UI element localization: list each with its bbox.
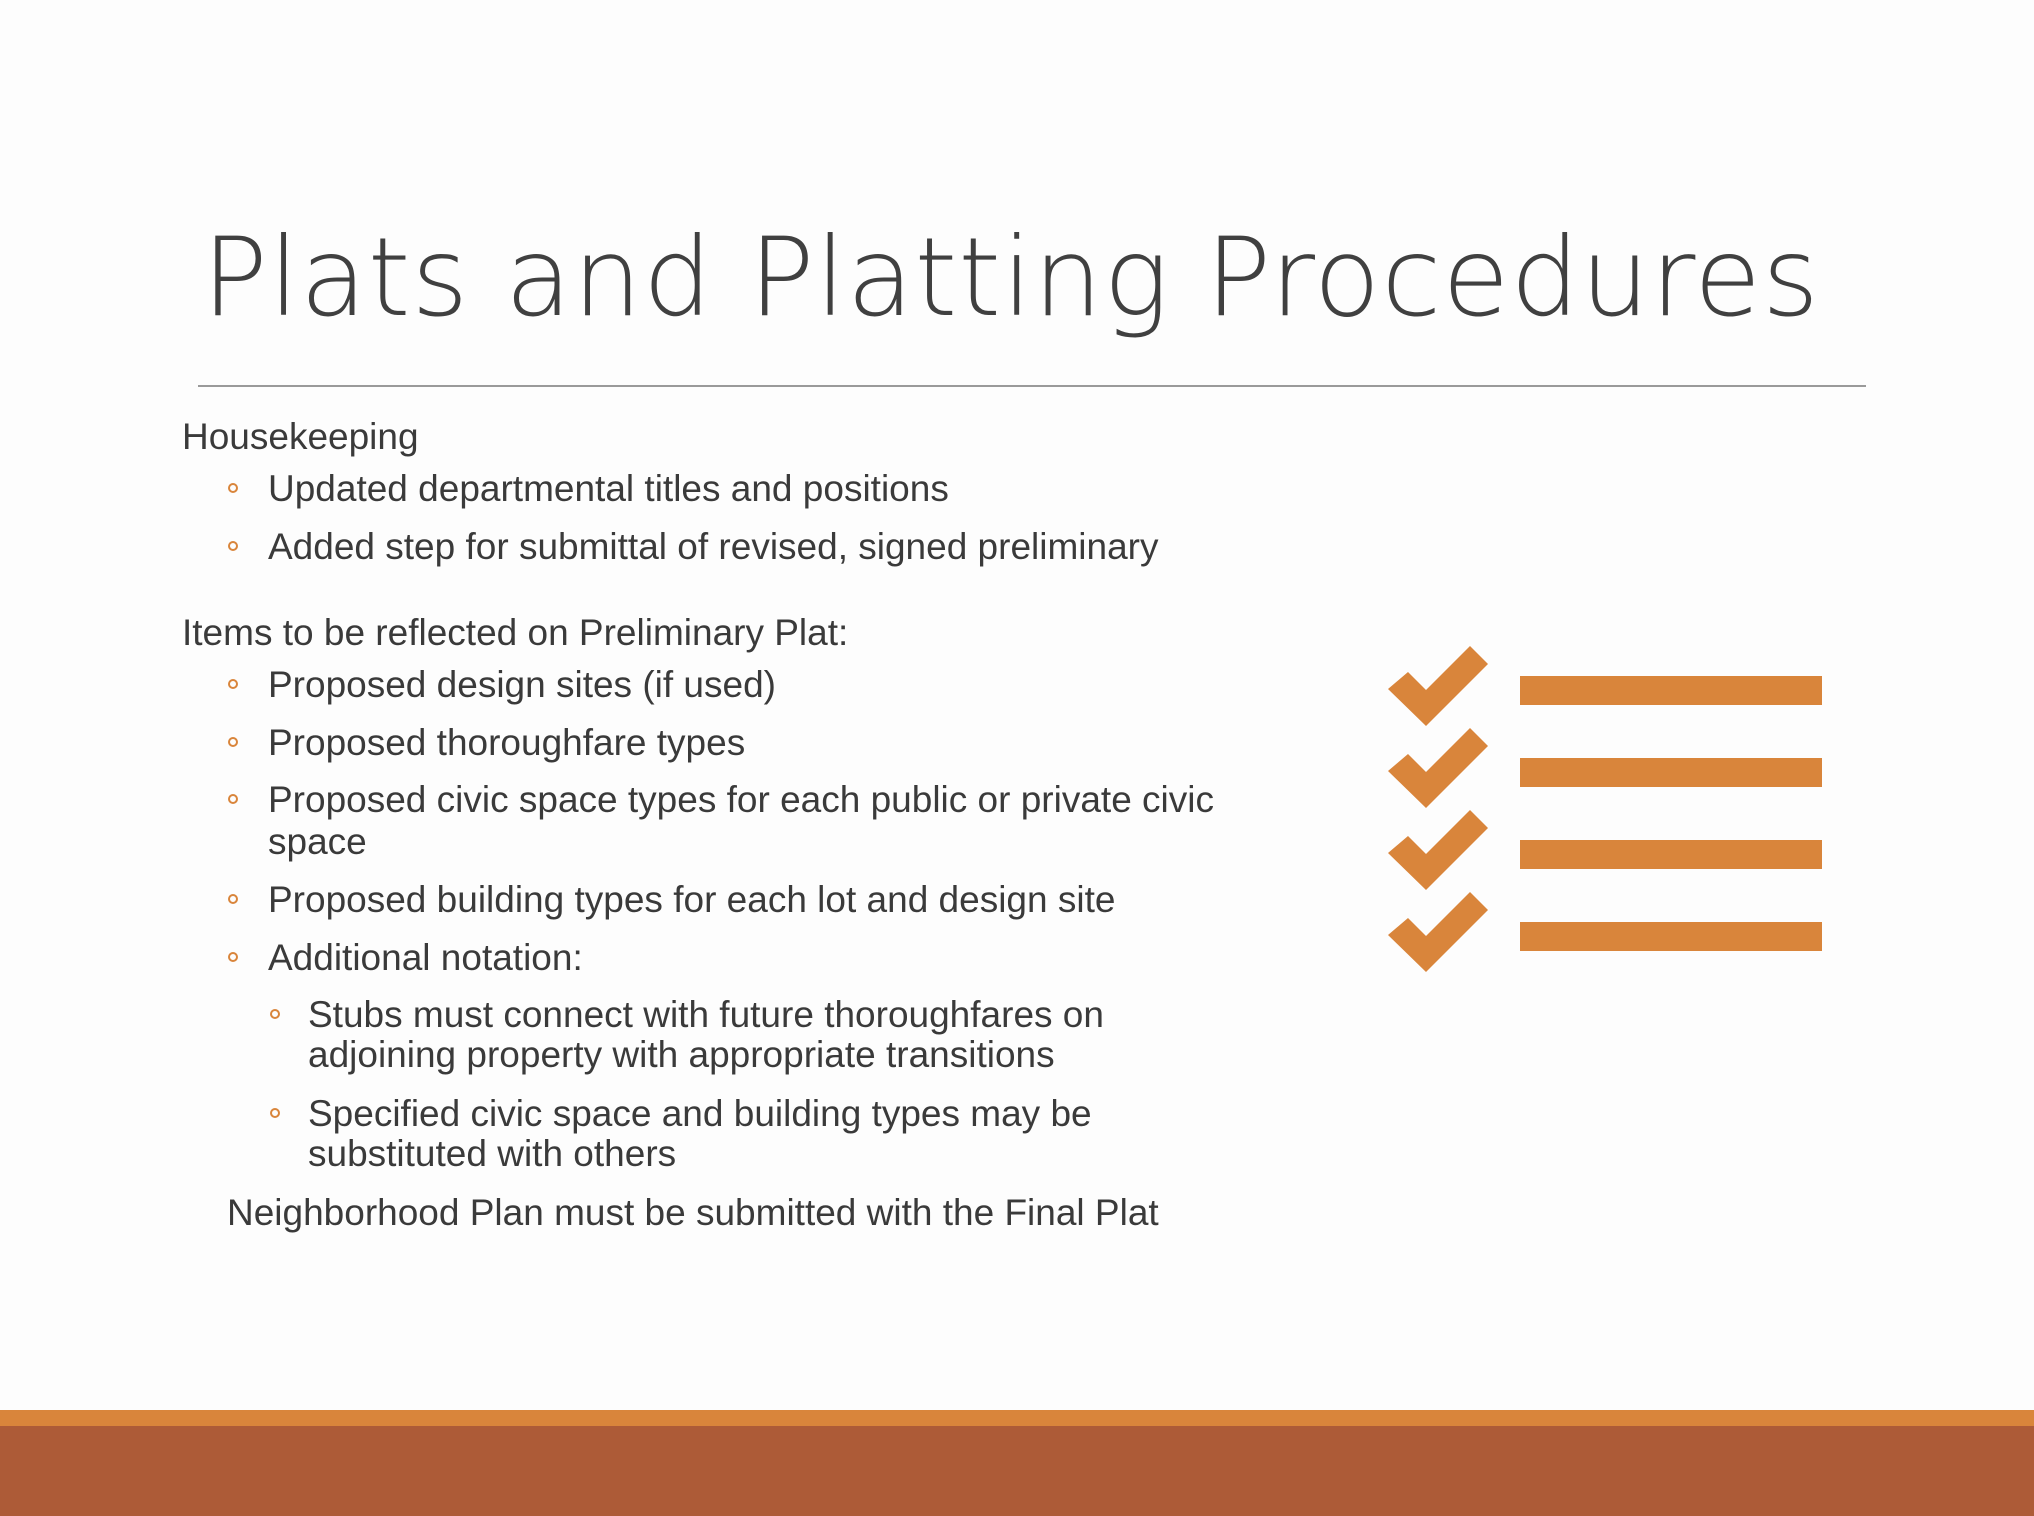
checklist-line-3 — [1520, 840, 1822, 869]
preliminary-item: Proposed thoroughfare types — [268, 722, 746, 763]
bullet-icon — [228, 952, 238, 962]
bullet-icon — [228, 483, 238, 493]
preliminary-heading: Items to be reflected on Preliminary Pla… — [182, 612, 849, 653]
notation-item-continuation: adjoining property with appropriate tran… — [308, 1034, 1055, 1075]
checklist-line-2 — [1520, 758, 1822, 787]
preliminary-item-continuation: space — [268, 821, 367, 862]
bullet-icon — [270, 1108, 280, 1118]
housekeeping-item: Updated departmental titles and position… — [268, 468, 949, 509]
check-mark-2 — [1388, 728, 1488, 808]
footer-accent-stripe — [0, 1410, 2034, 1426]
title-divider — [198, 385, 1866, 387]
check-mark-4 — [1388, 892, 1488, 972]
check-mark-3 — [1388, 810, 1488, 890]
housekeeping-item: Added step for submittal of revised, sig… — [268, 526, 1159, 567]
closing-note: Neighborhood Plan must be submitted with… — [227, 1192, 1159, 1233]
preliminary-item: Proposed civic space types for each publ… — [268, 779, 1214, 820]
check-mark-1 — [1388, 646, 1488, 726]
notation-item: Stubs must connect with future thoroughf… — [308, 994, 1104, 1035]
checklist-line-4 — [1520, 922, 1822, 951]
bullet-icon — [228, 679, 238, 689]
checklist-line-1 — [1520, 676, 1822, 705]
bullet-icon — [228, 894, 238, 904]
bullet-icon — [228, 737, 238, 747]
slide-title: Plats and Platting Procedures — [202, 214, 1820, 341]
bullet-icon — [228, 794, 238, 804]
notation-item-continuation: substituted with others — [308, 1133, 677, 1174]
checklist-icon — [1388, 646, 1822, 972]
notation-item: Specified civic space and building types… — [308, 1093, 1092, 1134]
bullet-icon — [270, 1009, 280, 1019]
bullet-icon — [228, 541, 238, 551]
preliminary-item: Proposed design sites (if used) — [268, 664, 776, 705]
preliminary-item: Additional notation: — [268, 937, 583, 978]
footer-band — [0, 1426, 2034, 1516]
housekeeping-heading: Housekeeping — [182, 416, 419, 457]
preliminary-item: Proposed building types for each lot and… — [268, 879, 1116, 920]
